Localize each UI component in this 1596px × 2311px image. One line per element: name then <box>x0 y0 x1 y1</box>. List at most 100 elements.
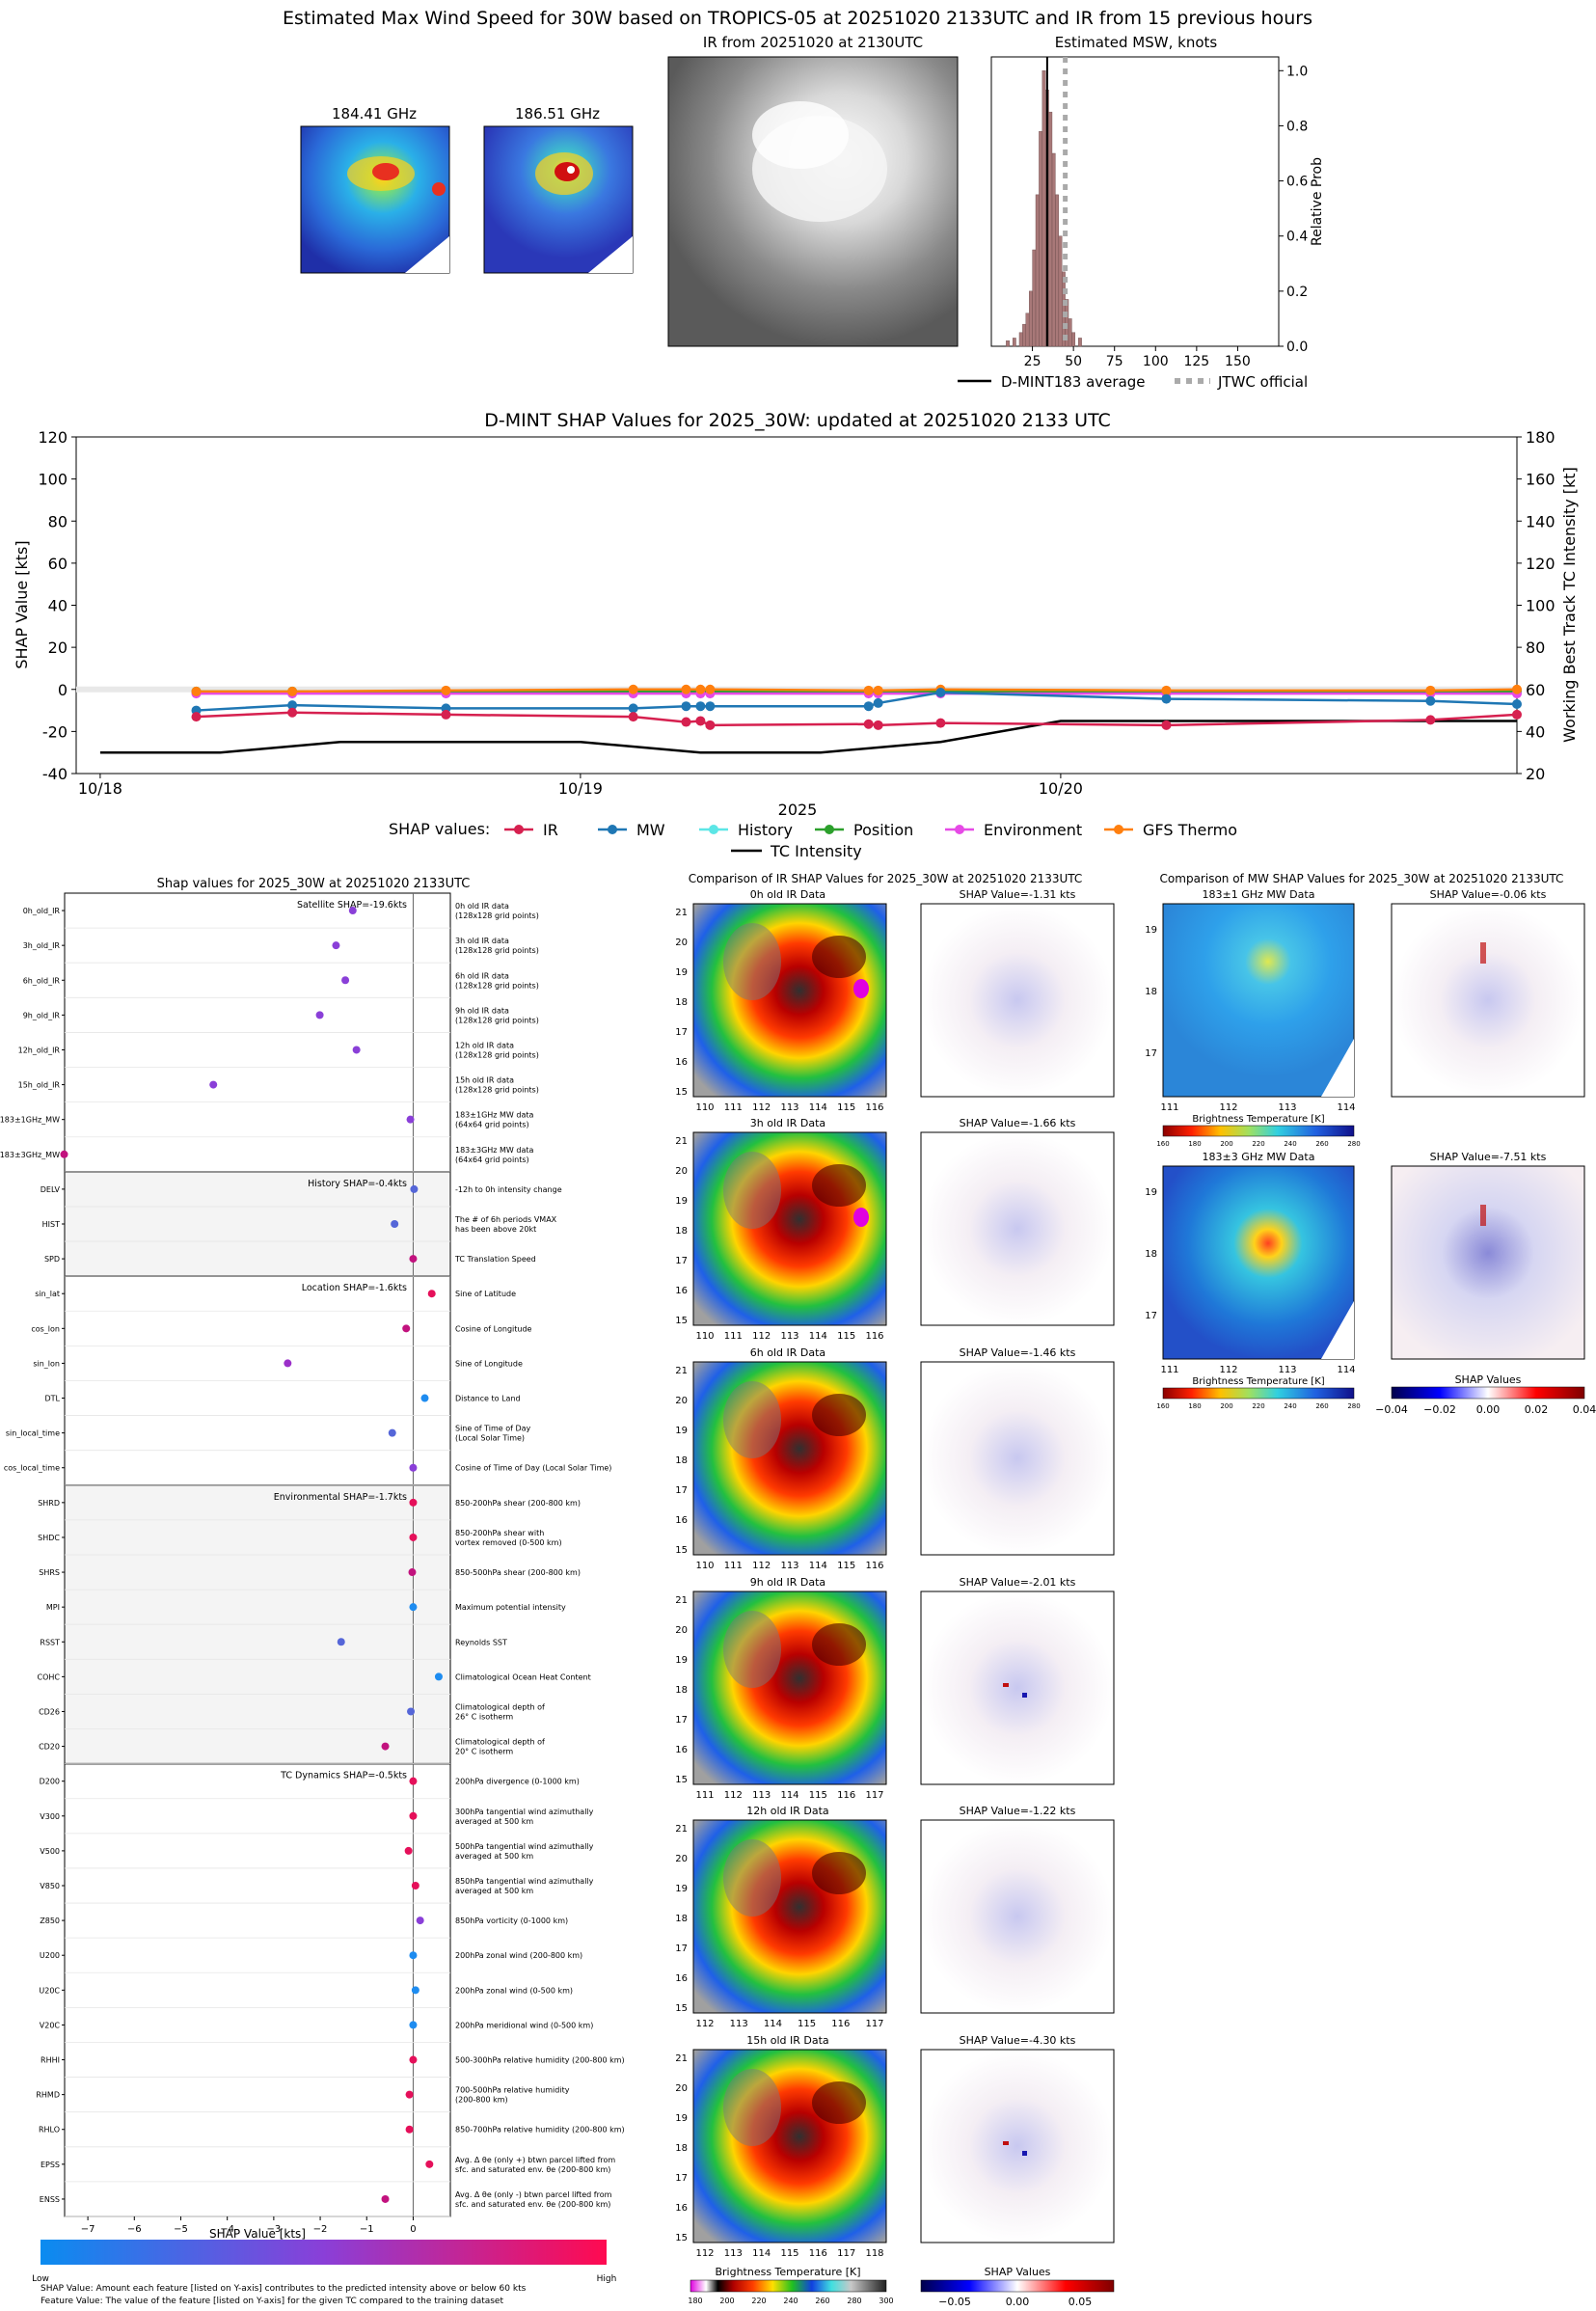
feature-xtick-label: −4 <box>220 2224 234 2235</box>
feature-name: sin_lat <box>35 1290 60 1298</box>
ir-shap-colorbar <box>920 2279 1115 2293</box>
feature-name: U20C <box>39 1986 60 1995</box>
ir-lon-label: 114 <box>809 1331 827 1342</box>
series-point <box>681 717 691 727</box>
feature-name: 15h_old_IR <box>18 1081 61 1090</box>
feature-shap-point <box>381 1742 390 1751</box>
series-point <box>705 684 716 694</box>
feature-name: 3h_old_IR <box>23 941 61 950</box>
feature-description: Climatological Ocean Heat Content <box>455 1672 591 1681</box>
feature-description: (128x128 grid points) <box>455 981 539 990</box>
mw-comparison-title: Comparison of MW SHAP Values for 2025_30… <box>1160 872 1564 885</box>
series-point <box>695 684 706 694</box>
ir-lon-label: 117 <box>865 1790 883 1801</box>
ts-y2tick-label: 180 <box>1526 428 1555 447</box>
ir-lon-label: 115 <box>837 1561 855 1571</box>
feature-shap-point <box>405 2125 414 2134</box>
ir-cold-core <box>812 1394 866 1436</box>
ir-lat-label: 20 <box>675 1854 688 1864</box>
feature-description: 500hPa tangential wind azimuthally <box>455 1842 594 1851</box>
ir-cbar-tick: 260 <box>815 2297 829 2305</box>
colorbar-high-label: High <box>597 2274 617 2284</box>
feature-name: V20C <box>40 2021 61 2029</box>
ir-lat-label: 20 <box>675 1166 688 1177</box>
feature-description: 200hPa zonal wind (200-800 km) <box>455 1951 582 1960</box>
footer-note-feature: Feature Value: The value of the feature … <box>41 2297 503 2306</box>
feature-description: 6h old IR data <box>455 971 509 980</box>
ir-cbar-tick: 280 <box>847 2297 861 2305</box>
ir-lon-label: 112 <box>752 1331 771 1342</box>
series-point <box>863 685 874 695</box>
ir-lon-label: 112 <box>695 2019 714 2029</box>
mw-cbar-label: Brightness Temperature [K] <box>1192 1114 1324 1125</box>
feature-description: Sine of Longitude <box>455 1359 523 1368</box>
feature-shap-point <box>60 1150 68 1158</box>
mw-brightness-colorbar <box>1162 1125 1355 1137</box>
ir-data-title: 6h old IR Data <box>750 1346 825 1359</box>
ir-lon-label: 117 <box>865 2019 883 2029</box>
ir-lat-label: 15 <box>675 2003 688 2014</box>
feature-description: (Local Solar Time) <box>455 1434 525 1443</box>
series-point <box>1161 693 1172 704</box>
feature-description: Avg. Δ θe (only -) btwn parcel lifted fr… <box>455 2190 612 2199</box>
mw-data-title: 183±3 GHz MW Data <box>1203 1151 1315 1163</box>
feature-shap-point <box>391 1220 399 1228</box>
legend-label: IR <box>543 821 558 839</box>
ir-shap-cbar-tick: 0.05 <box>1069 2296 1093 2308</box>
ir-lat-label: 18 <box>675 997 688 1008</box>
ir-cloud-texture <box>723 2069 781 2146</box>
mw-shap-image <box>1391 903 1585 1098</box>
ir-lat-label: 17 <box>675 1485 688 1496</box>
ir-lat-label: 16 <box>675 1057 688 1068</box>
ts-ytick-label: -40 <box>42 765 68 783</box>
histogram-bar <box>1006 340 1010 347</box>
histogram-bar <box>1032 249 1037 347</box>
feature-description: 200hPa zonal wind (0-500 km) <box>455 1986 573 1995</box>
ts-ytick-label: 60 <box>48 555 68 573</box>
shap-hotspot <box>1003 2141 1009 2145</box>
ir-lat-label: 18 <box>675 1226 688 1237</box>
legend-label: GFS Thermo <box>1143 821 1237 839</box>
ir-row-2: 6h old IR Data 21 20 19 18 17 16 15 110 111 112 113… <box>675 1346 1115 1571</box>
ir-lon-label: 113 <box>730 2019 748 2029</box>
ts-ytick-label: 0 <box>58 681 68 699</box>
ir-lon-label: 116 <box>831 2019 850 2029</box>
feature-description: has been above 20kt <box>455 1225 536 1234</box>
ir-lon-label: 118 <box>865 2248 883 2259</box>
series-point <box>628 712 638 722</box>
series-point <box>1425 715 1436 725</box>
ir-data-image <box>692 1591 887 1785</box>
feature-description: 850-200hPa shear (200-800 km) <box>455 1499 581 1508</box>
ir-lon-label: 112 <box>695 2248 714 2259</box>
ir-lat-label: 17 <box>675 1256 688 1266</box>
feature-description: (64x64 grid points) <box>455 1156 529 1164</box>
ir-image: IR from 20251020 at 2130UTC <box>667 34 959 347</box>
series-point <box>287 686 298 696</box>
ir-shap-image <box>920 1591 1115 1785</box>
mw-lon-label: 113 <box>1278 1365 1296 1375</box>
ir-lat-label: 21 <box>675 908 688 918</box>
series-point <box>1512 684 1522 694</box>
ir-lat-label: 16 <box>675 2203 688 2214</box>
ir-lon-label: 114 <box>752 2248 771 2259</box>
feature-xtick-label: −2 <box>313 2224 328 2235</box>
ts-ytick-label: -20 <box>42 722 68 741</box>
histogram-bar <box>1051 152 1056 347</box>
ts-y2tick-label: 140 <box>1526 512 1555 530</box>
ir-cold-core <box>812 1852 866 1894</box>
ir-lat-label: 15 <box>675 2233 688 2243</box>
ir-lat-label: 16 <box>675 1973 688 1984</box>
feature-shap-point <box>315 1011 324 1020</box>
ir-lon-label: 112 <box>752 1561 771 1571</box>
series-point <box>695 716 706 726</box>
ts-y2tick-label: 20 <box>1526 765 1545 783</box>
mw-shap-cbar-tick: −0.02 <box>1423 1403 1456 1416</box>
series-point <box>681 701 691 712</box>
feature-name: DTL <box>44 1395 60 1403</box>
ir-lat-label: 19 <box>675 1426 688 1436</box>
feature-description: 300hPa tangential wind azimuthally <box>455 1808 594 1816</box>
histogram-bar <box>1012 338 1016 347</box>
group-shading <box>65 1171 450 1277</box>
ts-xtick-label: 10/18 <box>78 779 122 798</box>
mw-cbar-tick: 220 <box>1252 1140 1264 1148</box>
